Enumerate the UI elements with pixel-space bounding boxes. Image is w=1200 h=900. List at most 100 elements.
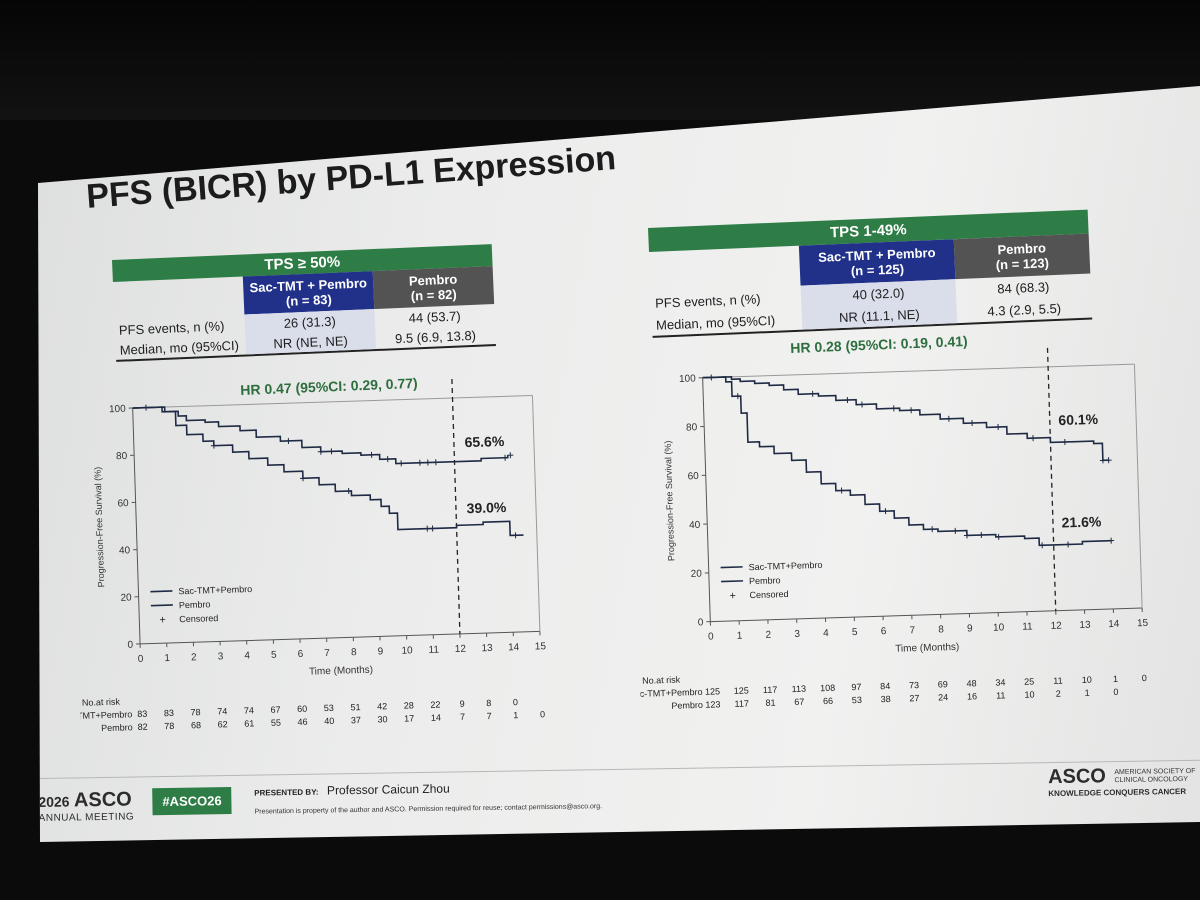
risk-count: 61 [244,718,254,728]
censor-mark [429,525,436,532]
risk-count: 67 [270,705,280,715]
x-tick-label: 4 [823,628,829,639]
plot-frame [531,395,541,632]
x-tick-label: 12 [455,644,467,655]
landmark-annotation: 39.0% [466,499,507,516]
censor-mark [1108,537,1115,544]
series-pembro-line [702,376,1112,547]
x-tick-label: 14 [508,642,520,653]
plot-frame [702,363,1135,379]
legend-pembro-label: Pembro [179,599,211,610]
risk-count: 0 [1113,687,1118,697]
censor-mark [285,437,292,444]
x-tick-label: 12 [1051,621,1063,632]
censor-mark [432,459,439,466]
y-tick-label: 80 [686,422,698,433]
brand-name: ASCO [1047,765,1107,789]
brand-society: AMERICAN SOCIETY OF CLINICAL ONCOLOGY [1114,768,1195,785]
censor-mark [929,526,936,533]
risk-count: 14 [431,713,441,723]
censor-mark [416,459,423,466]
legend-pembro-swatch [150,604,173,607]
censor-mark [1105,457,1112,464]
censor-mark [995,533,1002,540]
censor-mark [299,475,306,482]
x-tick-label: 11 [1022,621,1033,632]
censor-mark [345,487,352,494]
x-tick-label: 3 [794,629,800,640]
risk-count: 38 [880,694,890,704]
censor-mark [978,531,985,538]
legend-sac-tmt-pembro-label: Sac-TMT+Pembro [748,560,822,572]
censor-mark [838,487,845,494]
series-sac-tmt-pembro-line [132,406,509,465]
x-tick-label: 15 [535,641,547,652]
censor-mark [317,448,324,455]
meeting-logo: 2026 ASCO ANNUAL MEETING [38,788,134,824]
censor-mark [368,451,375,458]
x-tick-label: 0 [708,632,714,643]
landmark-annotation: 65.6% [464,433,505,450]
risk-count: 123 [705,699,720,709]
risk-count: 0 [540,709,545,719]
risk-table-header: No.at risk [642,675,681,686]
censor-mark [1065,541,1072,548]
y-axis-label: Progression-Free Survival (%) [92,467,106,588]
risk-count: 81 [765,698,775,708]
risk-count: 66 [823,696,833,706]
y-axis [132,408,141,644]
censor-mark [210,442,217,449]
presenter-block: PRESENTED BY: Professor Caicun Zhou Pres… [254,777,603,816]
risk-count: 37 [351,715,361,725]
right-table-col-pembro-header: Pembro (n = 123) [953,233,1091,280]
footer-rule [38,759,1200,779]
presenter-name: Professor Caicun Zhou [326,781,450,798]
brand-line2: CLINICAL ONCOLOGY [1114,775,1189,785]
legend-pembro-swatch [721,580,744,583]
censor-mark [809,390,816,397]
risk-count: 42 [377,701,387,711]
x-tick-label: 8 [938,624,944,635]
censor-mark [890,405,897,412]
risk-count: 69 [938,679,948,689]
slide-title: PFS (BICR) by PD-L1 Expression [85,139,618,216]
x-tick-label: 2 [191,652,197,663]
x-tick-label: 10 [993,622,1005,633]
x-tick-label: 9 [377,646,383,657]
legend-censored-label: Censored [749,589,788,600]
left-summary-table: TPS ≥ 50% Sac-TMT + Pembro (n = 83) Pemb… [112,244,496,362]
risk-count: 78 [164,721,174,731]
risk-row-label: Pembro [671,700,703,711]
y-tick-label: 20 [120,592,132,603]
censor-mark [328,448,335,455]
left-table-col-pembro-header: Pembro (n = 82) [372,266,495,310]
legend-censored-label: Censored [179,613,218,624]
risk-count: 34 [995,677,1005,687]
x-axis [140,630,540,645]
asco-brand: ASCO AMERICAN SOCIETY OF CLINICAL ONCOLO… [1048,764,1196,798]
censor-mark [1099,457,1106,464]
right-col1-line2: (n = 125) [850,261,905,279]
x-tick-label: 1 [164,653,170,664]
x-tick-label: 3 [218,651,224,662]
risk-count: 11 [1053,676,1063,686]
risk-count: 51 [350,702,360,712]
risk-count: 48 [966,678,976,688]
x-axis [710,607,1143,623]
risk-count: 83 [164,708,174,718]
y-tick-label: 0 [127,640,133,651]
risk-count: 67 [794,697,804,707]
disclaimer: Presentation is property of the author a… [254,803,603,816]
censor-mark [734,393,741,400]
risk-count: 24 [938,692,948,702]
censor-mark [398,460,405,467]
y-tick-label: 80 [116,451,128,462]
risk-row-label: Sac-TMT+Pembro [70,709,132,721]
censor-mark [945,415,952,422]
risk-count: 82 [138,722,148,732]
presented-by-label: PRESENTED BY: [254,787,319,798]
risk-table-header: No.at risk [82,697,121,708]
censor-mark [995,424,1002,431]
risk-count: 68 [191,720,201,730]
